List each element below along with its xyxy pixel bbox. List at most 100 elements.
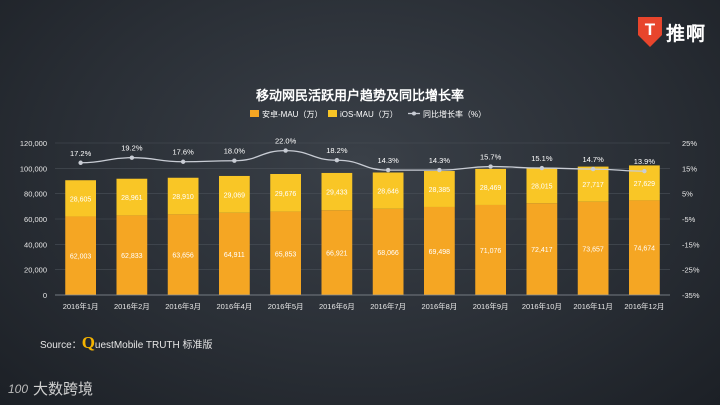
bar-android	[475, 204, 506, 295]
growth-point	[590, 166, 596, 172]
data-label-android: 64,911	[224, 252, 245, 259]
x-axis: 2016年1月 2016年2月 2016年3月 2016年4月 2016年5月 2016年…	[55, 294, 670, 311]
mau-chart: 移动网民活跃用户趋势及同比增长率 安卓-MAU（万） iOS-MAU（万） 同比增长…	[19, 109, 700, 311]
bar-android	[116, 215, 148, 295]
y-tick-label: 40,000	[24, 240, 47, 249]
growth-point	[78, 160, 83, 165]
y2-tick-label: -35%	[682, 291, 700, 300]
data-label-ios: 29,069	[224, 192, 246, 199]
bar-android	[526, 203, 558, 295]
y2-tick-label: -5%	[682, 215, 696, 224]
growth-point	[334, 158, 340, 163]
data-label-android: 68,066	[377, 250, 399, 257]
data-label-android: 62,003	[70, 254, 92, 261]
bar-ios	[65, 180, 96, 217]
data-label-ios: 28,961	[121, 195, 143, 202]
data-label-ios: 27,629	[634, 181, 656, 188]
x-tick-label: 2016年2月	[114, 301, 150, 311]
growth-label: 17.6%	[172, 148, 194, 157]
data-label-android: 73,657	[582, 246, 604, 253]
brand-logo: T 推啊	[637, 14, 706, 50]
growth-line	[80, 149, 645, 172]
growth-line-series: 17.2% 19.2% 17.6% 18.0% 22.0% 18.2% 14.3% 14.3%…	[70, 137, 655, 174]
data-label-android: 63,656	[172, 253, 194, 260]
bar-ios	[321, 172, 353, 211]
growth-point	[232, 158, 237, 163]
growth-label: 14.3%	[429, 156, 451, 165]
y2-tick-label: 25%	[682, 139, 697, 148]
source-q-mark: Q	[81, 333, 95, 352]
data-label-ios: 29,676	[275, 191, 297, 198]
growth-point	[642, 168, 647, 174]
y2-tick-label: -15%	[682, 240, 700, 249]
y-tick-label: 80,000	[24, 190, 47, 199]
growth-label: 13.9%	[634, 157, 656, 166]
bar-ios	[424, 171, 455, 207]
growth-label: 14.3%	[377, 156, 399, 165]
y2-tick-label: 15%	[682, 164, 697, 173]
bar-ios	[116, 178, 148, 216]
legend-label: 同比增长率（%）	[423, 109, 486, 119]
data-label-ios: 28,385	[429, 187, 451, 194]
y-tick-label: 60,000	[24, 215, 47, 224]
growth-label: 22.0%	[275, 137, 297, 146]
growth-point	[437, 167, 442, 173]
source-text: uestMobile TRUTH 标准版	[94, 340, 213, 351]
bar-ios	[526, 167, 558, 204]
growth-label: 15.1%	[531, 154, 553, 163]
growth-point	[283, 148, 288, 153]
y2-tick-label: -25%	[682, 266, 700, 275]
bar-series: 62,003 28,605 62,833 28,961 63,656 28,910 64,9…	[65, 165, 660, 295]
growth-label: 15.7%	[480, 153, 502, 162]
legend-swatch-marker	[412, 111, 416, 116]
data-label-ios: 28,910	[172, 194, 194, 201]
growth-point	[180, 159, 186, 164]
data-label-ios: 29,433	[326, 190, 348, 197]
legend-swatch	[250, 110, 259, 117]
bar-android	[629, 200, 660, 295]
watermark-text: 大数跨境	[33, 381, 94, 398]
y2-tick-label: 5%	[682, 190, 693, 199]
growth-label: 18.0%	[224, 147, 246, 156]
data-label-android: 62,833	[121, 253, 143, 260]
bar-android	[372, 208, 404, 295]
growth-label: 17.2%	[70, 149, 92, 158]
bar-android	[219, 212, 250, 295]
x-tick-label: 2016年12月	[624, 301, 664, 311]
x-tick-label: 2016年6月	[319, 301, 355, 311]
x-tick-label: 2016年5月	[268, 301, 304, 311]
x-tick-label: 2016年11月	[573, 301, 612, 311]
bar-ios	[219, 175, 250, 213]
data-label-android: 66,921	[326, 251, 348, 258]
growth-point	[385, 167, 391, 173]
data-label-android: 65,853	[275, 251, 297, 258]
data-label-ios: 28,015	[531, 184, 553, 191]
legend-label: 安卓-MAU（万）	[262, 109, 322, 119]
bar-android	[424, 206, 455, 295]
growth-point	[129, 155, 135, 160]
bar-ios	[475, 168, 506, 205]
bar-android	[167, 214, 199, 295]
y-tick-label: 100,000	[20, 164, 47, 173]
source-prefix: Source：	[40, 340, 82, 351]
data-label-ios: 28,646	[377, 189, 399, 196]
y-axis-right: 25% 15% 5% -5% -15% -25% -35%	[682, 139, 700, 300]
bar-ios	[167, 177, 199, 215]
chart-legend: 安卓-MAU（万） iOS-MAU（万） 同比增长率（%）	[250, 109, 486, 119]
x-tick-label: 2016年3月	[165, 301, 201, 311]
bar-ios	[577, 166, 609, 202]
bar-ios	[372, 172, 404, 209]
legend-swatch	[328, 110, 337, 117]
bar-android	[321, 210, 353, 295]
growth-point	[539, 165, 545, 171]
bar-android	[577, 201, 609, 295]
data-label-ios: 28,469	[480, 185, 502, 192]
x-tick-label: 2016年9月	[473, 301, 509, 311]
y-tick-label: 120,000	[20, 139, 47, 148]
data-label-android: 72,417	[531, 247, 553, 254]
data-label-ios: 28,605	[70, 196, 92, 203]
data-label-android: 69,498	[429, 249, 451, 256]
brand-logo-text: 推啊	[665, 23, 706, 45]
watermark: 100 大数跨境	[8, 378, 93, 399]
y-tick-label: 0	[43, 291, 47, 300]
